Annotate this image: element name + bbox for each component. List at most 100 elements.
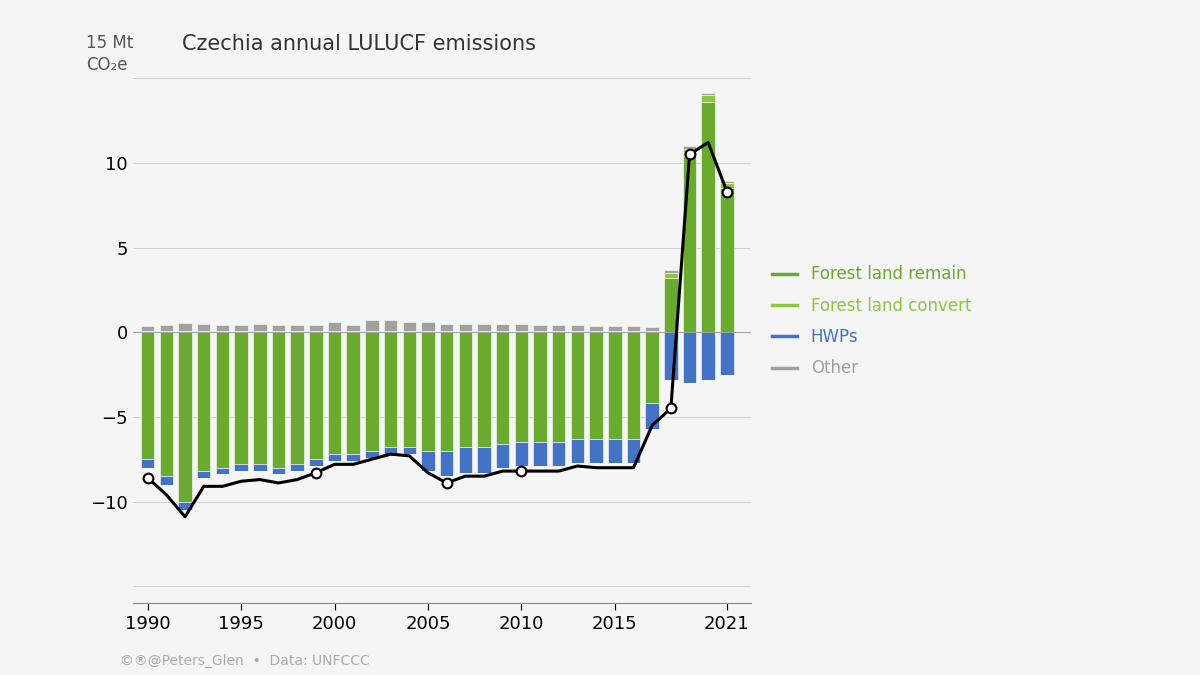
Bar <box>440 331 454 332</box>
Bar <box>384 448 397 454</box>
Bar <box>290 332 304 464</box>
Bar <box>253 332 266 464</box>
Bar <box>216 325 229 331</box>
Bar <box>384 331 397 332</box>
Bar <box>290 464 304 471</box>
Bar <box>533 331 547 332</box>
Bar <box>310 331 323 332</box>
Bar <box>271 331 286 332</box>
Bar <box>328 322 341 331</box>
Bar <box>160 325 173 331</box>
Bar <box>253 324 266 331</box>
Bar <box>515 442 528 466</box>
Bar <box>720 183 733 188</box>
Bar <box>571 439 584 462</box>
Bar <box>496 324 510 331</box>
Bar <box>365 451 379 458</box>
Bar <box>328 454 341 461</box>
Bar <box>140 326 155 331</box>
Bar <box>589 331 602 332</box>
Bar <box>589 332 602 439</box>
Bar <box>234 332 248 464</box>
Bar <box>515 331 528 332</box>
Bar <box>290 325 304 331</box>
Bar <box>234 464 248 471</box>
Bar <box>683 156 696 332</box>
Bar <box>720 332 733 375</box>
Bar <box>533 325 547 331</box>
Bar <box>702 95 715 102</box>
Bar <box>571 331 584 332</box>
Bar <box>384 321 397 331</box>
Bar <box>140 331 155 332</box>
Bar <box>440 324 454 331</box>
Bar <box>552 442 565 466</box>
Bar <box>702 102 715 332</box>
Bar <box>347 325 360 331</box>
Bar <box>253 464 266 471</box>
Text: ©®@Peters_Glen  •  Data: UNFCCC: ©®@Peters_Glen • Data: UNFCCC <box>120 654 370 668</box>
Bar <box>402 332 416 448</box>
Bar <box>683 332 696 383</box>
Bar <box>421 332 434 451</box>
Bar <box>702 332 715 379</box>
Bar <box>589 326 602 331</box>
Bar <box>253 331 266 332</box>
Bar <box>515 324 528 331</box>
Bar <box>140 459 155 468</box>
Bar <box>608 331 622 332</box>
Bar <box>646 331 659 332</box>
Bar <box>608 439 622 462</box>
Bar <box>365 332 379 451</box>
Bar <box>478 324 491 331</box>
Bar <box>197 471 210 478</box>
Bar <box>702 92 715 95</box>
Bar <box>290 331 304 332</box>
Bar <box>552 325 565 331</box>
Bar <box>347 331 360 332</box>
Bar <box>271 325 286 331</box>
Bar <box>216 331 229 332</box>
Bar <box>478 332 491 448</box>
Bar <box>402 331 416 332</box>
Bar <box>608 332 622 439</box>
Bar <box>234 331 248 332</box>
Bar <box>216 468 229 475</box>
Bar <box>365 331 379 332</box>
Bar <box>458 448 472 472</box>
Bar <box>160 332 173 476</box>
Bar <box>646 332 659 404</box>
Bar <box>421 322 434 331</box>
Bar <box>421 331 434 332</box>
Bar <box>626 332 641 439</box>
Bar <box>552 331 565 332</box>
Legend: Forest land remain, Forest land convert, HWPs, Other: Forest land remain, Forest land convert,… <box>766 259 978 384</box>
Bar <box>571 332 584 439</box>
Bar <box>458 324 472 331</box>
Bar <box>271 332 286 468</box>
Bar <box>646 404 659 429</box>
Bar <box>402 448 416 454</box>
Bar <box>197 331 210 332</box>
Bar <box>664 269 678 273</box>
Bar <box>347 454 360 461</box>
Bar <box>140 332 155 459</box>
Bar <box>197 324 210 331</box>
Bar <box>664 273 678 278</box>
Bar <box>496 444 510 468</box>
Bar <box>533 442 547 466</box>
Bar <box>664 278 678 332</box>
Bar <box>328 332 341 454</box>
Bar <box>179 502 192 510</box>
Bar <box>216 332 229 468</box>
Bar <box>720 188 733 332</box>
Bar <box>626 326 641 331</box>
Bar <box>720 181 733 183</box>
Bar <box>496 332 510 444</box>
Bar <box>683 149 696 156</box>
Bar <box>160 476 173 485</box>
Bar <box>646 327 659 331</box>
Bar <box>384 332 397 448</box>
Bar <box>347 332 360 454</box>
Bar <box>478 448 491 472</box>
